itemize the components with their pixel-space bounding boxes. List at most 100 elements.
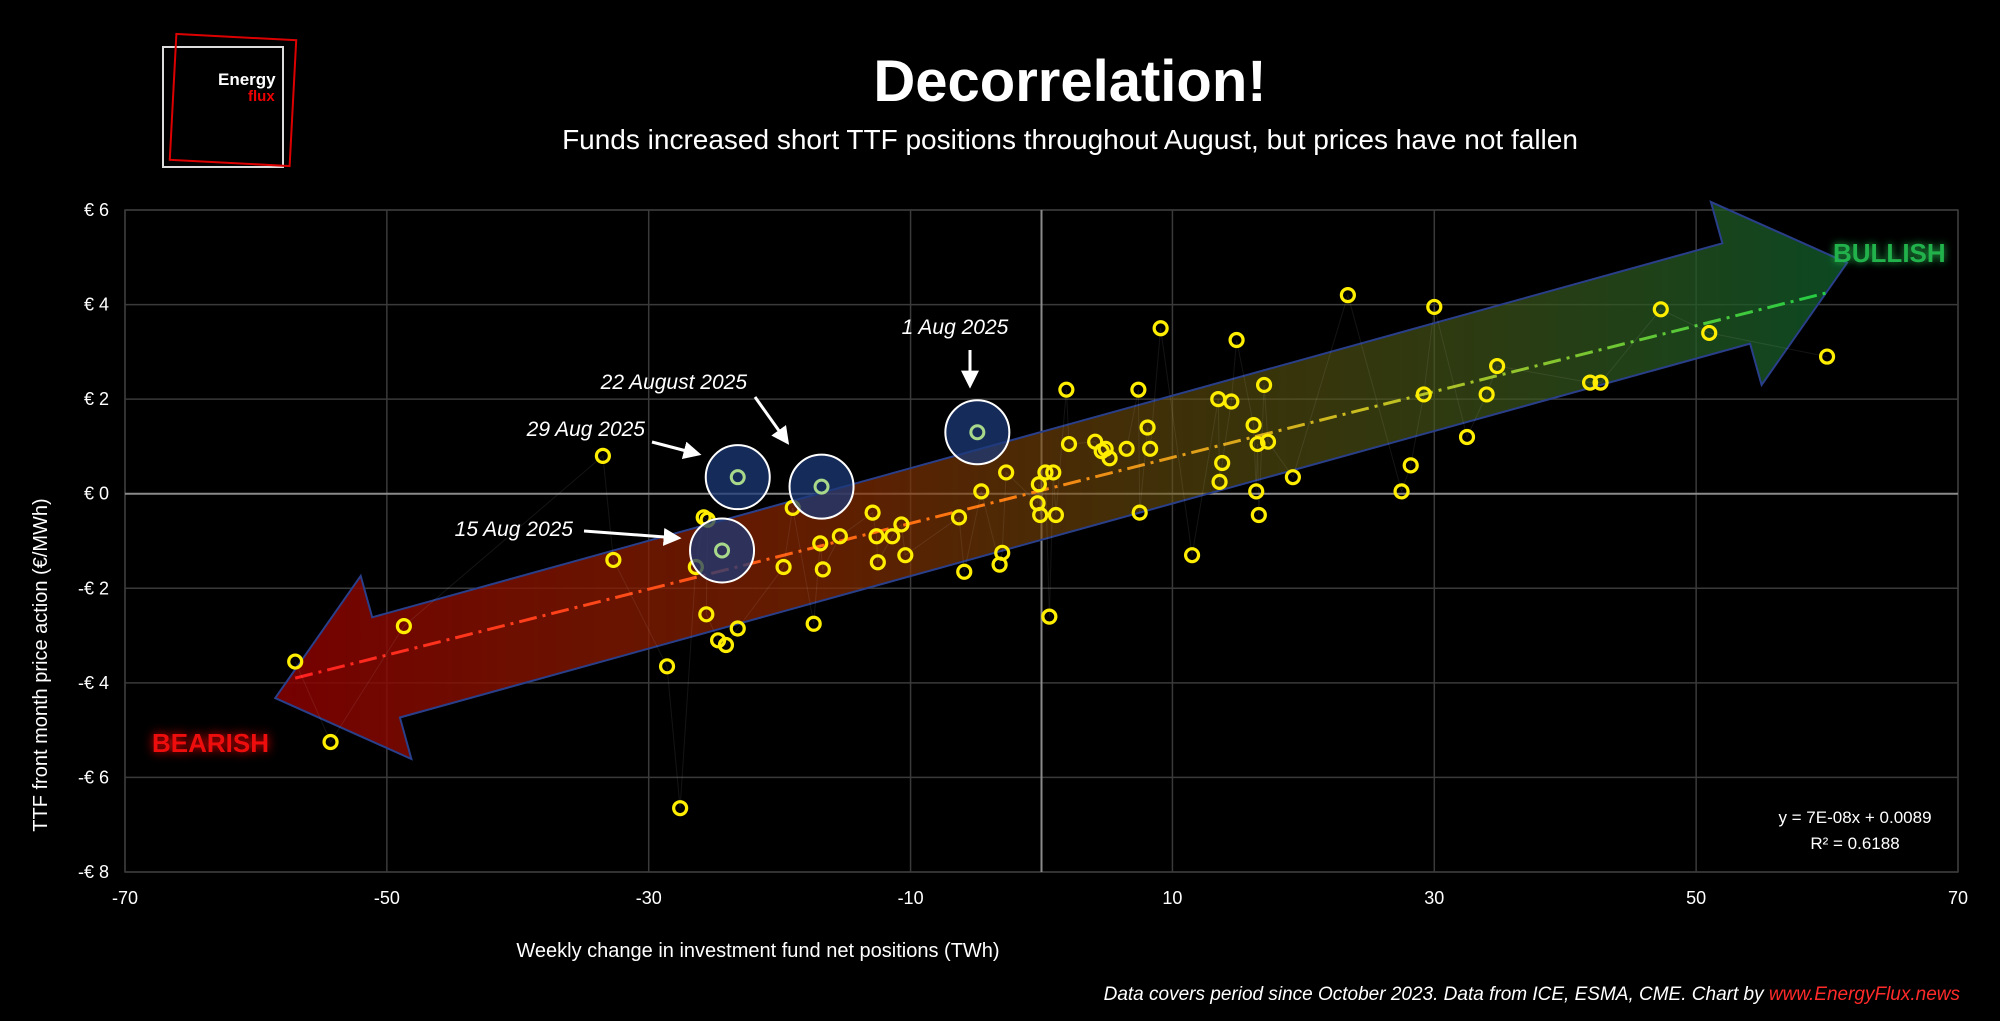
data-point <box>1248 483 1265 500</box>
data-point <box>1245 417 1262 434</box>
data-point <box>994 544 1011 561</box>
annotation-arrow <box>583 527 682 546</box>
data-point <box>864 504 881 521</box>
footer-text: Data covers period since October 2023. D… <box>1103 984 1769 1005</box>
regression-equation: y = 7E-08x + 0.0089 <box>1778 808 1931 827</box>
data-point <box>893 516 910 533</box>
highlight-bubble <box>689 517 756 584</box>
y-tick-label: -€ 2 <box>78 578 109 598</box>
y-tick-label: € 0 <box>84 484 109 504</box>
x-tick-label: 30 <box>1424 888 1444 908</box>
data-point <box>869 554 886 571</box>
data-point <box>775 558 792 576</box>
data-point <box>698 606 715 623</box>
data-point <box>1211 473 1228 490</box>
data-point <box>1818 348 1836 365</box>
highlight-point <box>729 469 746 486</box>
logo-text-flux: flux <box>248 88 275 105</box>
data-point <box>884 528 901 545</box>
data-point <box>287 653 304 670</box>
data-point <box>868 528 885 545</box>
bull-bear-arrow <box>273 200 1849 761</box>
y-tick-label: € 6 <box>84 200 109 220</box>
data-point <box>1047 506 1065 524</box>
data-point <box>1652 301 1669 318</box>
x-tick-label: 10 <box>1162 888 1182 908</box>
data-point <box>1037 464 1054 481</box>
highlight-point <box>813 478 830 495</box>
highlight-label: 1 Aug 2025 <box>902 316 1009 339</box>
data-point <box>1581 374 1599 391</box>
highlighted-weeks: 1 Aug 2025 22 August 2025 29 Aug 2025 15 Au… <box>455 316 1011 584</box>
data-point <box>956 563 973 580</box>
data-point <box>395 618 412 635</box>
highlight-bubble <box>704 444 771 511</box>
data-point <box>322 733 339 751</box>
data-point <box>805 615 822 632</box>
data-point <box>1139 419 1156 436</box>
data-point <box>1152 320 1169 337</box>
data-point <box>973 483 990 500</box>
data-point <box>1426 298 1443 316</box>
data-point <box>1250 506 1267 524</box>
y-tick-label: € 2 <box>84 389 109 409</box>
highlight-bubble <box>788 453 855 520</box>
y-tick-label: -€ 6 <box>78 767 109 787</box>
data-point <box>812 535 829 552</box>
highlight-label: 29 Aug 2025 <box>526 418 646 441</box>
highlight-bubble <box>944 399 1011 466</box>
data-point <box>1259 433 1277 450</box>
data-point <box>672 800 689 817</box>
chart-title: Decorrelation! <box>873 49 1267 114</box>
data-point <box>1458 428 1476 446</box>
data-point <box>1058 381 1075 398</box>
data-point <box>1223 393 1240 410</box>
data-point <box>729 620 746 637</box>
data-point <box>1060 435 1078 453</box>
data-point <box>831 528 848 545</box>
data-point <box>1030 476 1047 493</box>
data-point <box>717 636 735 654</box>
data-point <box>1415 386 1432 403</box>
y-tick-label: € 4 <box>84 295 109 315</box>
data-point <box>950 509 968 526</box>
data-point <box>1402 457 1419 474</box>
data-point <box>814 561 831 578</box>
bearish-label: BEARISH <box>152 728 269 758</box>
y-axis-label: TTF front month price action (€/MWh) <box>30 498 52 831</box>
data-point <box>1255 376 1273 394</box>
chart-subtitle: Funds increased short TTF positions thro… <box>562 124 1578 155</box>
logo-frame-white <box>162 46 284 168</box>
x-tick-label: -10 <box>898 888 924 908</box>
x-tick-label: 50 <box>1686 888 1706 908</box>
data-point <box>1131 504 1148 521</box>
data-point <box>1478 386 1495 403</box>
data-point <box>1249 435 1266 453</box>
footer-source-link[interactable]: www.EnergyFlux.news <box>1768 984 1960 1005</box>
double-arrow-shape <box>273 200 1849 761</box>
data-point <box>1489 357 1506 375</box>
annotation-arrow <box>651 440 702 460</box>
data-point <box>1339 287 1356 304</box>
annotation-arrow <box>753 396 790 445</box>
data-point <box>998 464 1015 481</box>
x-tick-label: 70 <box>1948 888 1968 908</box>
data-point <box>1101 450 1118 467</box>
data-point <box>1228 331 1245 349</box>
data-point <box>1130 381 1147 398</box>
footer-note: Data covers period since October 2023. D… <box>1104 984 1960 1006</box>
x-axis-label: Weekly change in investment fund net pos… <box>516 940 999 962</box>
highlight-point <box>969 424 986 441</box>
data-point <box>897 547 914 564</box>
data-point <box>1214 454 1231 472</box>
x-tick-label: -30 <box>636 888 662 908</box>
data-point <box>658 658 676 675</box>
highlight-label: 15 Aug 2025 <box>455 518 574 541</box>
data-point <box>1592 374 1609 391</box>
y-tick-label: -€ 8 <box>78 862 109 882</box>
data-point <box>1032 506 1049 524</box>
data-point <box>594 447 611 464</box>
data-point <box>1284 469 1301 486</box>
data-points <box>287 287 1836 817</box>
